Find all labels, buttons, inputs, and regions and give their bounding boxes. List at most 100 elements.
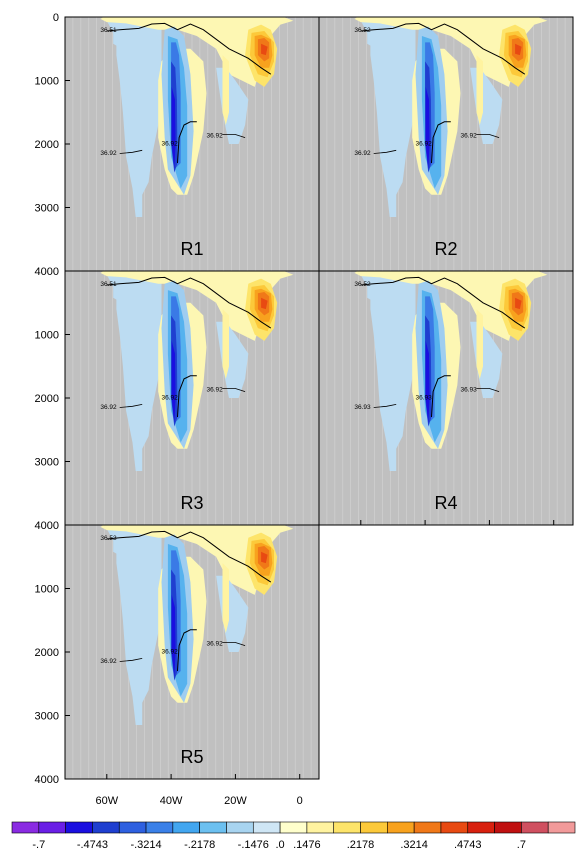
panel-r2: 36.52 36.92 36.92 36.92 R2	[318, 16, 574, 272]
isoline-upper	[106, 276, 272, 329]
contour-label: 36.92	[161, 648, 178, 655]
mid-yellow-strip	[222, 55, 229, 125]
colorbar-label: -.7	[32, 839, 45, 851]
x-tick-label: 0	[297, 795, 303, 807]
isoline-upper	[106, 22, 272, 75]
isoline-middle	[177, 121, 197, 164]
colorbar-swatch	[547, 821, 576, 834]
surface-yellow-region	[100, 525, 294, 595]
isoline-middle	[431, 121, 451, 164]
colorbar-label: -.4743	[77, 839, 108, 851]
colorbar-label: -.3214	[130, 839, 161, 851]
y-tick-label: 3000	[35, 711, 59, 723]
x-tick-label: 60W	[95, 795, 118, 807]
colorbar-label: .3214	[400, 839, 428, 851]
y-tick-label: 4000	[35, 520, 59, 532]
colorbar-swatch	[145, 821, 174, 834]
isoline-east	[476, 388, 500, 392]
colorbar-swatch	[118, 821, 147, 834]
negative-anomaly-region	[171, 86, 176, 170]
panel-label: R1	[180, 239, 203, 259]
colorbar-label: .2178	[347, 839, 375, 851]
y-tick-label: 0	[53, 12, 59, 24]
panel-label: R4	[434, 493, 457, 513]
negative-anomaly-region	[171, 594, 176, 678]
isoline-middle	[431, 375, 451, 418]
contour-label: 36.92	[161, 140, 178, 147]
contour-label: 36.92	[206, 641, 223, 648]
isoline-west	[119, 149, 143, 154]
y-tick-label: 3000	[35, 203, 59, 215]
contour-label: 36.93	[415, 394, 432, 401]
isoline-middle	[177, 629, 197, 672]
isoline-west	[119, 658, 143, 662]
panel-r5: 36.53 36.92 36.92 36.92 R5 4000 1000 2000 3000 40…	[35, 520, 320, 807]
contour-label: 36.92	[354, 150, 371, 157]
y-tick-label: 1000	[35, 330, 59, 342]
isoline-east	[222, 134, 246, 138]
contour-label: 36.92	[100, 150, 117, 157]
y-tick-label: 1000	[35, 76, 59, 88]
ocean-light-blue-west	[360, 271, 419, 471]
contour-label: 36.92	[460, 133, 477, 140]
colorbar-label: -.2178	[184, 839, 215, 851]
surface-yellow-region	[354, 271, 548, 341]
contour-label: 36.92	[100, 404, 117, 411]
colorbar-swatch	[494, 821, 522, 834]
colorbar-swatch	[413, 821, 442, 834]
colorbar: -.7 -.4743 -.3214 -.2178 -.1476 .0 .1476 .2178.…	[11, 821, 576, 851]
surface-yellow-region	[354, 17, 548, 87]
colorbar-swatch	[521, 821, 549, 834]
colorbar-swatch	[360, 821, 388, 834]
panel-label: R5	[180, 747, 203, 767]
contour-label: 36.92	[206, 133, 223, 140]
colorbar-label: .7	[517, 839, 526, 851]
contour-label: 36.92	[206, 387, 223, 394]
x-tick-label: 20W	[224, 795, 247, 807]
mid-yellow-strip	[222, 309, 229, 379]
negative-anomaly-region	[425, 86, 430, 170]
negative-anomaly-region	[171, 340, 176, 424]
panel-r3: 36.51 36.92 36.92 36.92 R3 4000 1000 2000 3000	[35, 266, 320, 526]
isoline-upper	[360, 22, 526, 75]
isoline-east	[222, 642, 246, 646]
ocean-light-blue-west	[106, 271, 165, 471]
panel-r4: 36.52 36.93 36.93 36.93 R4	[318, 270, 574, 526]
isoline-west	[119, 404, 143, 408]
panel-label: R3	[180, 493, 203, 513]
y-tick-label: 4000	[35, 266, 59, 278]
colorbar-swatch	[440, 821, 469, 834]
contour-label: 36.51	[100, 281, 117, 288]
mid-yellow-strip	[476, 55, 483, 125]
isoline-east	[222, 388, 246, 392]
colorbar-swatch	[333, 821, 361, 834]
ocean-light-blue-west	[106, 17, 165, 217]
colorbar-label: .0	[276, 839, 285, 851]
colorbar-swatch	[467, 821, 495, 834]
ocean-light-blue-west	[360, 17, 419, 217]
colorbar-swatch	[199, 821, 227, 834]
colorbar-label: .4743	[454, 839, 482, 851]
surface-yellow-region	[100, 17, 294, 87]
surface-yellow-region	[100, 271, 294, 341]
isoline-west	[373, 404, 397, 408]
positive-anomaly-region	[515, 297, 522, 310]
negative-anomaly-region	[425, 340, 430, 424]
panel-r1: 36.51 36.92 36.92 36.92 R1 0 1000 2000 3000	[35, 12, 320, 272]
x-tick-label: 40W	[160, 795, 183, 807]
colorbar-label: -.1476	[238, 839, 269, 851]
contour-label: 36.92	[161, 394, 178, 401]
isoline-west	[373, 149, 397, 154]
mid-yellow-strip	[222, 563, 229, 633]
contour-label: 36.53	[100, 535, 117, 542]
colorbar-swatch	[11, 821, 40, 834]
isoline-east	[476, 134, 500, 138]
colorbar-swatch	[65, 821, 93, 834]
isoline-upper	[106, 530, 272, 583]
contour-label: 36.51	[100, 27, 117, 34]
colorbar-swatch	[92, 821, 120, 834]
y-tick-label: 3000	[35, 457, 59, 469]
ocean-light-blue-west	[106, 525, 165, 725]
colorbar-swatch	[172, 821, 200, 834]
